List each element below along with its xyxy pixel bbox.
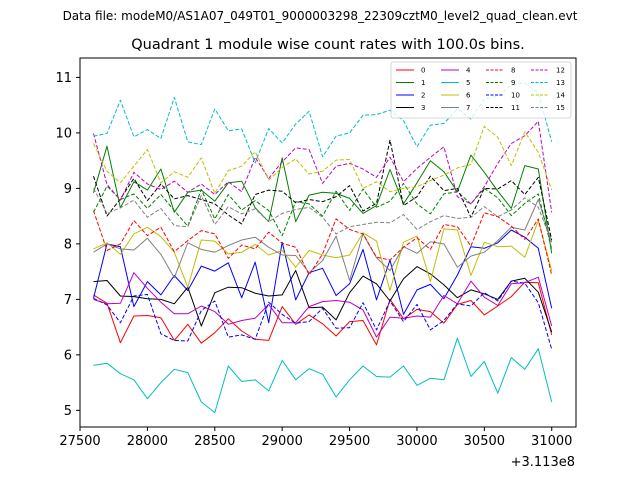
y-tick-label: 5: [64, 404, 72, 419]
x-tick-label: 30500: [464, 434, 505, 449]
series-line-6: [93, 220, 553, 291]
series-line-2: [93, 229, 553, 324]
legend-label-8: 8: [511, 67, 515, 75]
series-line-4: [93, 272, 553, 338]
legend-label-2: 2: [421, 92, 425, 100]
legend-label-15: 15: [556, 104, 565, 112]
legend-label-9: 9: [511, 79, 515, 87]
y-tick-label: 8: [64, 237, 72, 252]
legend-label-10: 10: [511, 92, 520, 100]
series-line-8: [93, 210, 553, 276]
series-line-1: [93, 145, 553, 254]
series-line-15: [93, 188, 553, 243]
x-tick-label: 28000: [127, 434, 168, 449]
series-line-13: [93, 82, 553, 164]
series-line-11: [93, 139, 553, 241]
legend-label-13: 13: [556, 79, 565, 87]
plot-area: [79, 57, 577, 428]
series-line-10: [93, 280, 553, 350]
legend-label-3: 3: [421, 104, 425, 112]
suptitle: Data file: modeM0/AS1A07_049T01_90000032…: [63, 9, 578, 23]
legend-label-12: 12: [556, 67, 565, 75]
x-tick-label: 27500: [59, 434, 100, 449]
x-tick-label: 29000: [261, 434, 302, 449]
x-tick-label: 29500: [329, 434, 370, 449]
legend-label-1: 1: [421, 79, 425, 87]
x-axis: 27500 28000 28500 29000 29500 30000 30500 31000: [59, 427, 572, 449]
series-line-12: [93, 120, 553, 213]
legend-label-14: 14: [556, 92, 565, 100]
y-tick-label: 9: [64, 182, 72, 197]
series-line-14: [93, 125, 553, 194]
y-axis: 5 6 7 8 9 10 11: [55, 71, 80, 419]
series-line-9: [93, 182, 553, 250]
plot-background: [80, 58, 576, 427]
series-line-3: [93, 266, 553, 333]
chart-title: Quadrant 1 module wise count rates with …: [131, 37, 525, 53]
legend-label-0: 0: [421, 67, 425, 75]
legend-label-6: 6: [466, 92, 471, 100]
y-tick-label: 11: [55, 71, 72, 86]
y-tick-label: 6: [64, 348, 72, 363]
legend-label-5: 5: [466, 79, 470, 87]
x-tick-label: 30000: [396, 434, 437, 449]
series-line-7: [93, 199, 553, 281]
x-tick-label: 28500: [194, 434, 235, 449]
x-tick-label: 31000: [531, 434, 572, 449]
series-line-5: [93, 337, 553, 414]
plot-frame: [79, 57, 577, 428]
y-tick-label: 7: [64, 293, 72, 308]
legend-box: [390, 61, 572, 119]
legend-label-7: 7: [466, 104, 470, 112]
legend-label-4: 4: [466, 67, 471, 75]
x-offset-label: +3.113e8: [511, 455, 575, 470]
series-line-0: [93, 281, 553, 346]
y-tick-label: 10: [55, 126, 72, 141]
legend-label-11: 11: [511, 104, 520, 112]
